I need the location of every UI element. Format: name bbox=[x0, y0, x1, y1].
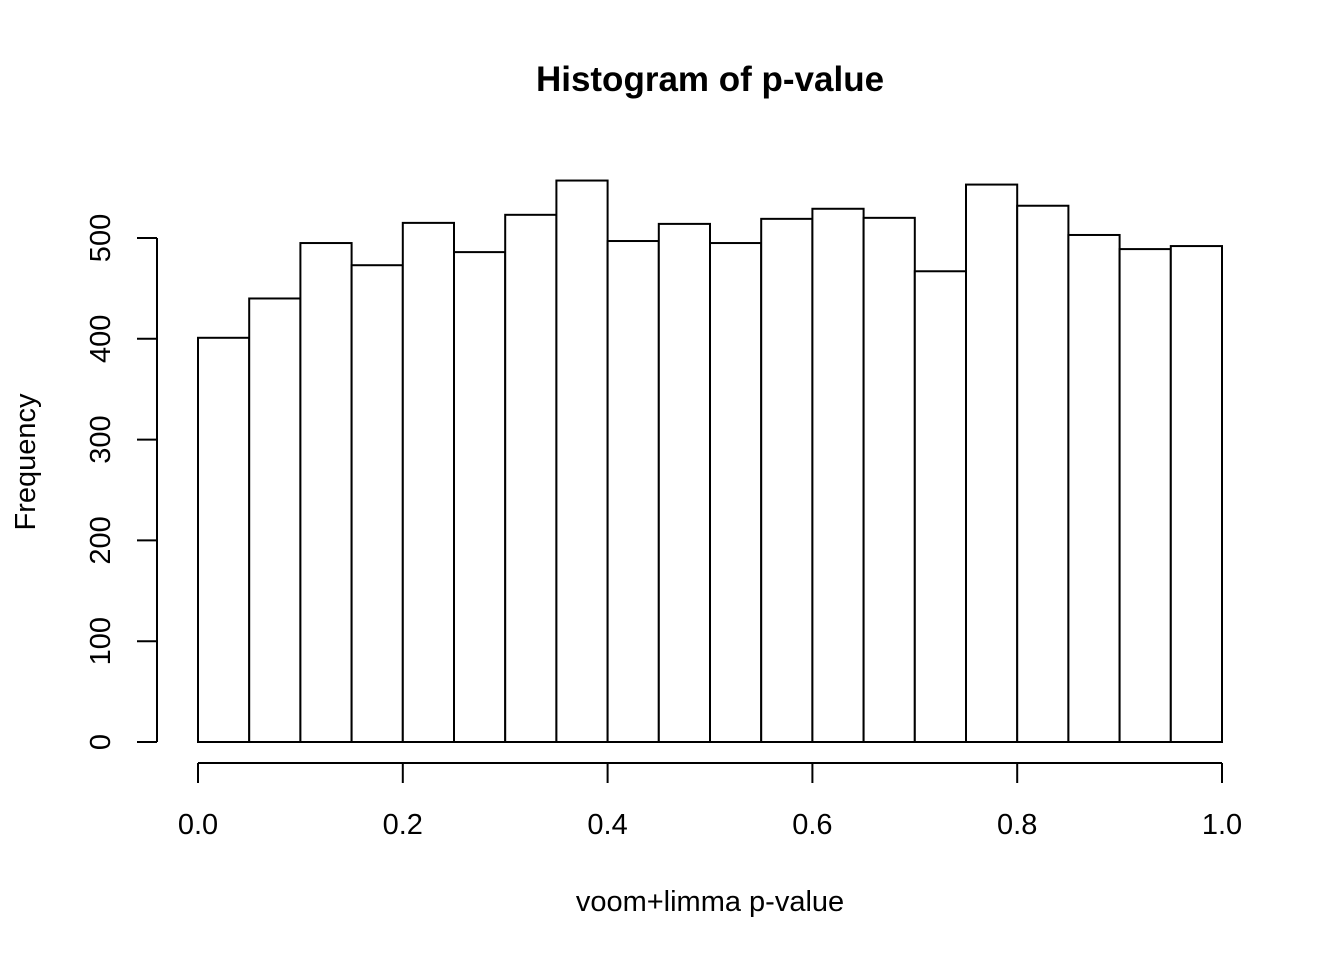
histogram-bar-16 bbox=[1016, 204, 1070, 743]
y-tick-label-4: 400 bbox=[85, 315, 117, 363]
x-tick-label-4: 0.8 bbox=[997, 809, 1037, 841]
histogram-bar-5 bbox=[453, 251, 507, 743]
histogram-bar-14 bbox=[913, 270, 967, 743]
histogram-bar-2 bbox=[299, 242, 353, 743]
y-tick-label-3: 300 bbox=[85, 415, 117, 463]
y-tick-label-0: 0 bbox=[85, 734, 117, 750]
histogram-bar-18 bbox=[1118, 248, 1172, 743]
histogram-bar-13 bbox=[862, 216, 916, 743]
histogram-bar-0 bbox=[197, 336, 251, 743]
y-tick-label-5: 500 bbox=[85, 214, 117, 262]
histogram-bar-15 bbox=[965, 183, 1019, 744]
histogram-bar-11 bbox=[760, 217, 814, 743]
histogram-bar-7 bbox=[555, 179, 609, 743]
y-tick-label-2: 200 bbox=[85, 516, 117, 564]
histogram-bar-3 bbox=[350, 264, 404, 743]
x-axis: 0.0 0.2 0.4 0.6 0.8 1.0 bbox=[178, 762, 1242, 841]
histogram-bar-1 bbox=[248, 297, 302, 743]
histogram-bar-6 bbox=[504, 213, 558, 744]
histogram-bar-8 bbox=[606, 240, 660, 744]
x-tick-label-1: 0.2 bbox=[383, 809, 423, 841]
histogram-bar-10 bbox=[709, 242, 763, 743]
histogram-bar-4 bbox=[401, 221, 455, 743]
x-tick-label-0: 0.0 bbox=[178, 809, 218, 841]
x-tick-label-3: 0.6 bbox=[792, 809, 832, 841]
histogram-bar-9 bbox=[657, 222, 711, 743]
y-tick-label-1: 100 bbox=[85, 617, 117, 665]
x-axis-label: voom+limma p-value bbox=[576, 886, 844, 918]
histogram-bar-12 bbox=[811, 207, 865, 743]
y-axis-label: Frequency bbox=[10, 393, 42, 531]
histogram-bar-17 bbox=[1067, 233, 1121, 743]
x-tick-label-2: 0.4 bbox=[587, 809, 627, 841]
chart-title: Histogram of p-value bbox=[536, 60, 884, 99]
x-tick-label-5: 1.0 bbox=[1202, 809, 1242, 841]
y-axis: 0 100 200 300 400 500 bbox=[85, 214, 158, 750]
histogram-bar-19 bbox=[1169, 245, 1224, 743]
histogram-bars bbox=[197, 179, 1224, 744]
